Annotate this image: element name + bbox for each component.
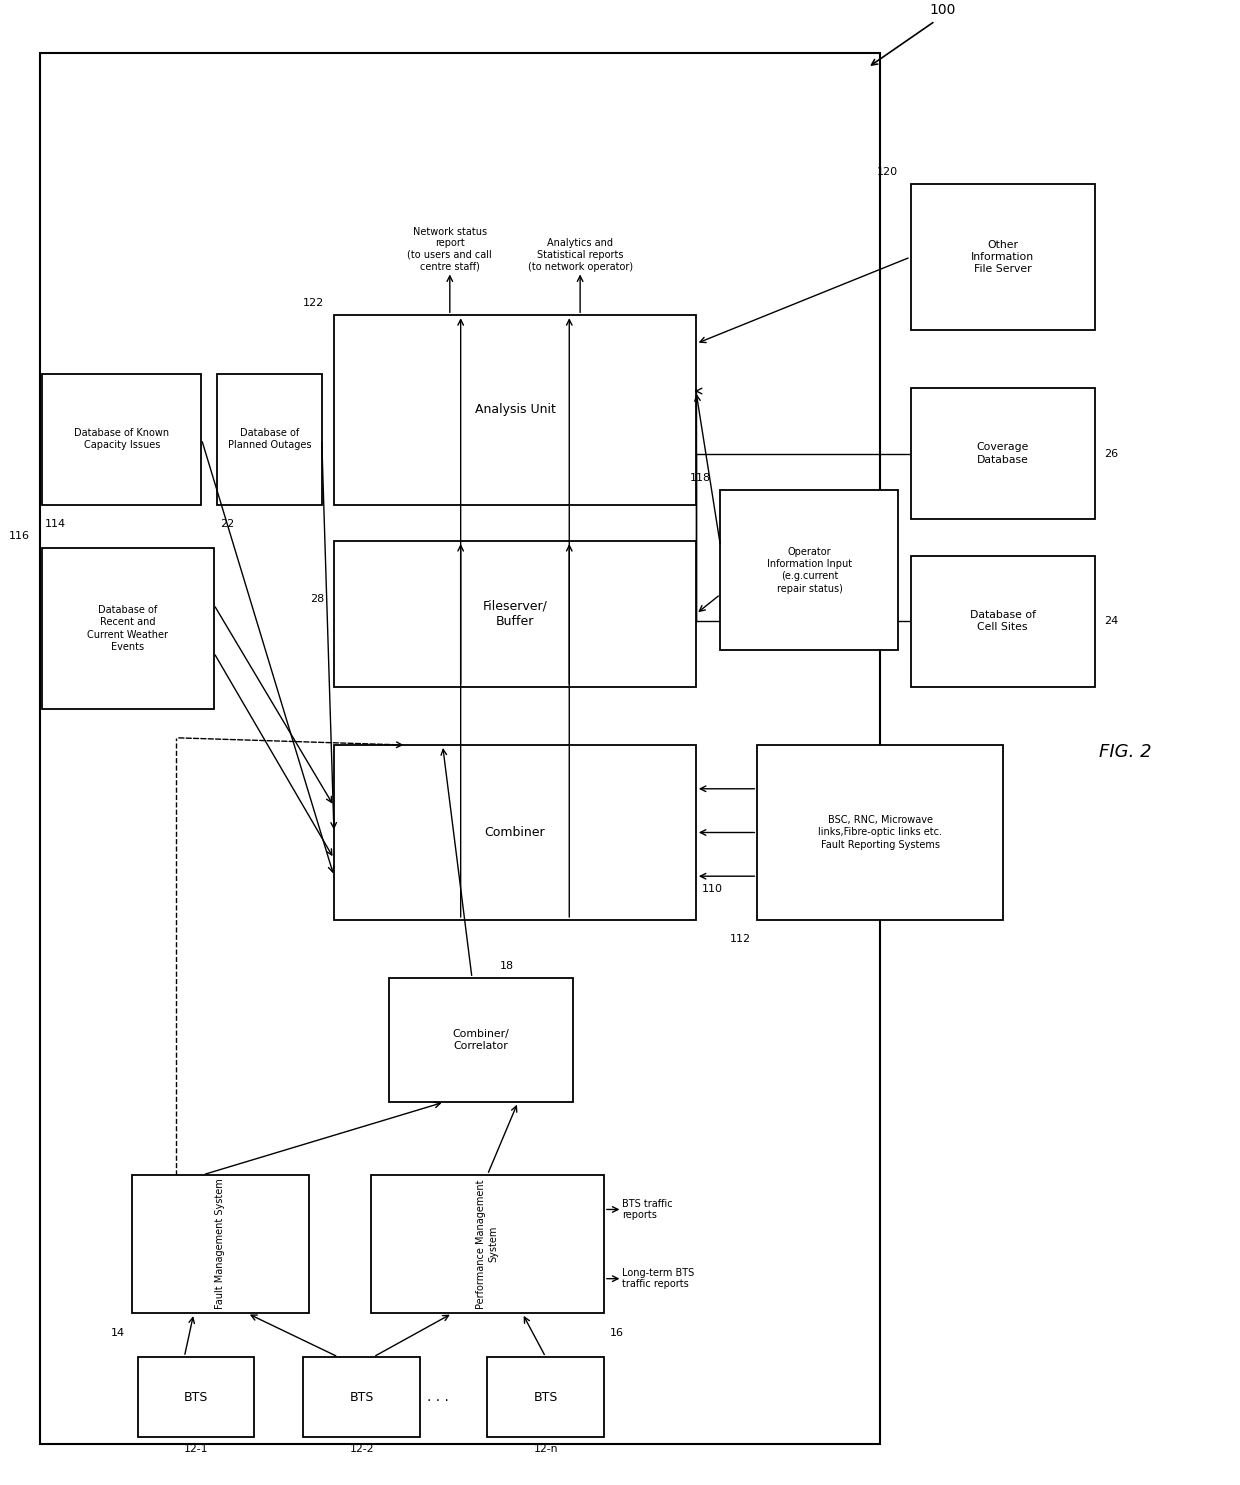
Text: BTS: BTS [184,1390,208,1403]
Bar [217,374,321,505]
Bar [389,979,573,1102]
Text: 12-1: 12-1 [184,1445,208,1454]
Text: Fault Management System: Fault Management System [216,1179,226,1310]
Text: Coverage
Database: Coverage Database [977,443,1029,465]
Bar [42,548,213,708]
Text: 14: 14 [112,1328,125,1338]
Text: BTS traffic
reports: BTS traffic reports [622,1198,673,1221]
Text: Combiner: Combiner [485,826,546,839]
Bar [304,1357,420,1437]
Text: 118: 118 [689,472,711,483]
Text: . . .: . . . [428,1390,449,1403]
Text: 22: 22 [219,520,234,529]
Text: 26: 26 [1105,448,1118,459]
Text: Fileserver/
Buffer: Fileserver/ Buffer [482,600,547,628]
Text: Long-term BTS
traffic reports: Long-term BTS traffic reports [622,1268,694,1289]
Bar [138,1357,254,1437]
Bar [131,1175,310,1313]
Bar [334,541,696,686]
Bar [910,184,1095,330]
Text: 16: 16 [610,1328,624,1338]
Text: Combiner/
Correlator: Combiner/ Correlator [453,1029,510,1051]
Bar [334,315,696,505]
Bar [334,745,696,919]
Text: Analysis Unit: Analysis Unit [475,404,556,416]
Text: 28: 28 [310,594,324,604]
Text: FIG. 2: FIG. 2 [1099,744,1152,762]
Text: Database of
Cell Sites: Database of Cell Sites [970,610,1035,633]
Bar [42,374,201,505]
Bar [371,1175,604,1313]
Text: BTS: BTS [533,1390,558,1403]
Bar [487,1357,604,1437]
Text: Database of
Planned Outages: Database of Planned Outages [228,428,311,450]
Text: Performance Management
System: Performance Management System [476,1179,498,1308]
Text: Operator
Information Input
(e.g.current
repair status): Operator Information Input (e.g.current … [766,546,852,594]
Bar [910,388,1095,520]
Bar [40,53,880,1445]
Bar [910,555,1095,686]
Text: 122: 122 [303,298,324,307]
Text: Network status
report
(to users and call
centre staff): Network status report (to users and call… [408,227,492,272]
Text: 12-2: 12-2 [350,1445,373,1454]
Text: 100: 100 [929,3,956,16]
Bar [758,745,1003,919]
Text: BSC, RNC, Microwave
links,Fibre-optic links etc.
Fault Reporting Systems: BSC, RNC, Microwave links,Fibre-optic li… [818,815,942,849]
Text: Database of
Recent and
Current Weather
Events: Database of Recent and Current Weather E… [87,604,169,652]
Text: 112: 112 [730,934,751,944]
Bar [720,490,899,650]
Text: 110: 110 [702,884,723,894]
Text: 12-n: 12-n [533,1445,558,1454]
Text: Other
Information
File Server: Other Information File Server [971,239,1034,275]
Text: BTS: BTS [350,1390,373,1403]
Text: 116: 116 [9,532,30,541]
Text: Database of Known
Capacity Issues: Database of Known Capacity Issues [74,428,170,450]
Text: Analytics and
Statistical reports
(to network operator): Analytics and Statistical reports (to ne… [527,239,632,272]
Text: 114: 114 [45,520,66,529]
Text: 24: 24 [1105,616,1118,627]
Text: 120: 120 [877,166,899,177]
Text: 18: 18 [500,961,513,971]
